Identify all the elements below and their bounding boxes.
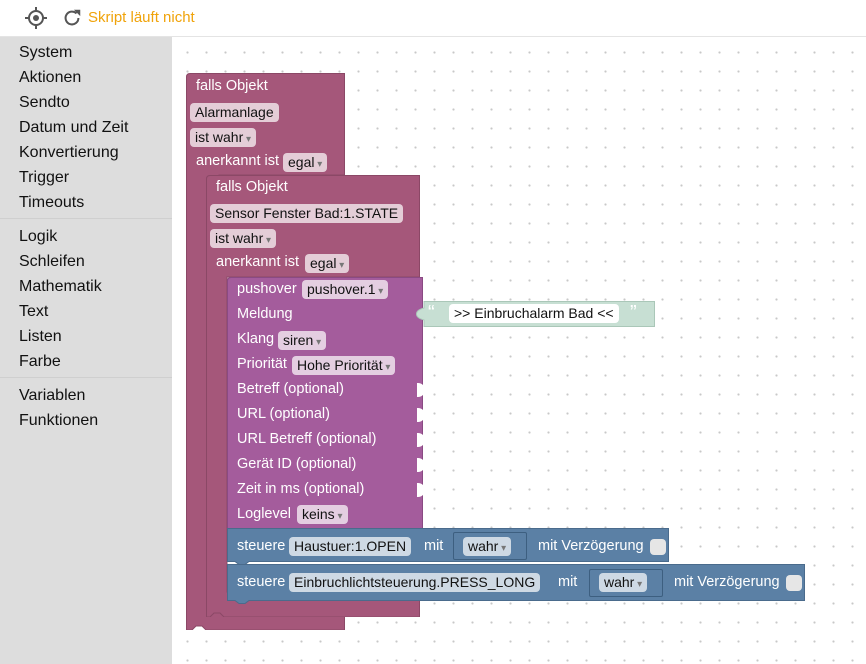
blockly-workspace[interactable]: falls Objekt Alarmanlage ist wahr anerka… [172,37,866,664]
inner-condition-dropdown[interactable]: ist wahr [210,229,277,248]
pushover-instance-dropdown[interactable]: pushover.1 [302,280,389,299]
toolbox-category-mathematik[interactable]: Mathematik [19,278,102,295]
inner-object-field[interactable]: Sensor Fenster Bad:1.STATE [210,204,404,223]
control1-delay-checkbox[interactable] [650,539,666,555]
outer-condition-dropdown[interactable]: ist wahr [190,128,257,147]
control2-delay-label: mit Verzögerung [674,574,780,590]
toolbox-category-logik[interactable]: Logik [19,228,58,245]
toolbox-category-trigger[interactable]: Trigger [19,169,70,186]
geraet-input-notch[interactable] [417,458,425,472]
top-toolbar: Skript läuft nicht [0,0,866,37]
outer-object-field[interactable]: Alarmanlage [190,103,279,122]
outer-ack-label: anerkannt ist [196,153,280,169]
inner-ack-dropdown[interactable]: egal [305,254,350,273]
inner-if-title: falls Objekt [216,179,288,195]
klang-dropdown[interactable]: siren [278,331,327,350]
toolbox-category-aktionen[interactable]: Aktionen [19,69,82,86]
betreff-label: Betreff (optional) [237,381,344,397]
control1-label: steuere [237,538,286,554]
toolbox-category-timeouts[interactable]: Timeouts [19,194,85,211]
url-label: URL (optional) [237,406,330,422]
control1-value-dropdown[interactable]: wahr [463,537,512,556]
control1-mit-label: mit [424,538,444,554]
toolbox-category-sendto[interactable]: Sendto [19,94,70,111]
outer-if-title: falls Objekt [196,78,268,94]
toolbox-category-konvertierung[interactable]: Konvertierung [19,144,119,161]
toolbox-category-schleifen[interactable]: Schleifen [19,253,85,270]
prioritaet-dropdown[interactable]: Hohe Priorität [292,356,396,375]
control2-label: steuere [237,574,286,590]
toolbox-separator [0,377,172,378]
target-icon[interactable] [23,5,49,31]
open-quote-icon: “ [428,302,435,324]
zeit-label: Zeit in ms (optional) [237,481,365,497]
url-input-notch[interactable] [417,408,425,422]
toolbox-category-system[interactable]: System [19,44,73,61]
refresh-icon[interactable] [59,5,85,31]
control2-mit-label: mit [558,574,578,590]
toolbox-category-listen[interactable]: Listen [19,328,62,345]
toolbox-category-datum-und-zeit[interactable]: Datum und Zeit [19,119,129,136]
toolbox-category-funktionen[interactable]: Funktionen [19,412,99,429]
control1-delay-label: mit Verzögerung [538,538,644,554]
control2-value-dropdown[interactable]: wahr [599,573,648,592]
control1-object-field[interactable]: Haustuer:1.OPEN [289,537,412,556]
control2-object-field[interactable]: Einbruchlichtsteuerung.PRESS_LONG [289,573,541,592]
outer-ack-dropdown[interactable]: egal [283,153,328,172]
betreff-input-notch[interactable] [417,383,425,397]
close-quote-icon: ” [630,302,637,324]
geraet-id-label: Gerät ID (optional) [237,456,357,472]
zeit-input-notch[interactable] [417,483,425,497]
prioritaet-label: Priorität [237,356,287,372]
script-status: Skript läuft nicht [88,9,195,26]
toolbox-category-farbe[interactable]: Farbe [19,353,61,370]
control2-delay-checkbox[interactable] [786,575,802,591]
pushover-label: pushover [237,281,297,297]
klang-label: Klang [237,331,275,347]
url-betreff-label: URL Betreff (optional) [237,431,377,447]
loglevel-label: Loglevel [237,506,292,522]
meldung-label: Meldung [237,306,293,322]
toolbox-separator [0,218,172,219]
toolbox-category-text[interactable]: Text [19,303,49,320]
toolbox-category-variablen[interactable]: Variablen [19,387,86,404]
url-betreff-input-notch[interactable] [417,433,425,447]
loglevel-dropdown[interactable]: keins [297,505,348,524]
meldung-text-field[interactable]: >> Einbruchalarm Bad << [449,304,619,323]
inner-ack-label: anerkannt ist [216,254,300,270]
blockly-toolbox: System Aktionen Sendto Datum und Zeit Konver… [0,37,172,664]
